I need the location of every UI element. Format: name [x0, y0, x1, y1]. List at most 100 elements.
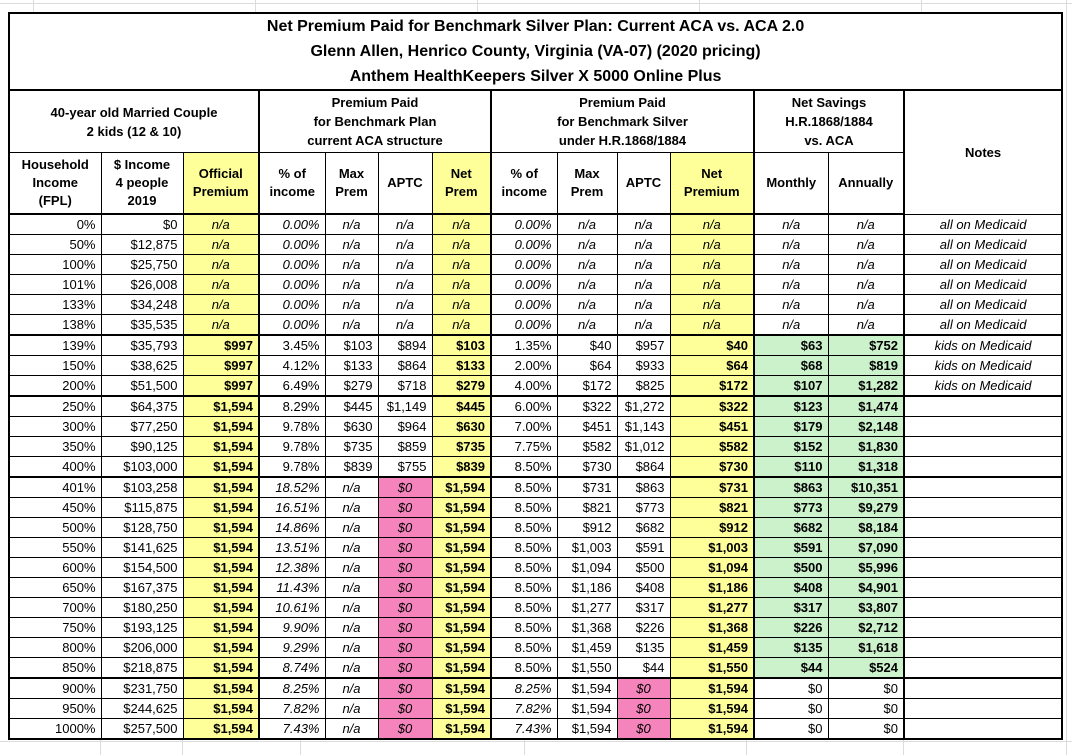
cell-hr-aptc: $0	[616, 718, 671, 740]
cell-savings-annually: $1,318	[827, 456, 905, 478]
cell-hr-pct-income: 1.35%	[490, 334, 558, 356]
cell-notes: all on Medicaid	[902, 213, 1063, 235]
cell-income: $90,125	[100, 436, 184, 457]
cell-income: $64,375	[100, 395, 184, 417]
cell-hr-net-premium: n/a	[669, 294, 755, 315]
cell-notes	[902, 637, 1063, 658]
cell-notes: kids on Medicaid	[902, 355, 1063, 376]
table-row: 138% $35,535 n/a 0.00% n/a n/a n/a 0.00% n/a n/a n…	[8, 314, 1063, 336]
cell-fpl: 50%	[8, 234, 102, 255]
cell-hr-aptc: $1,272	[616, 395, 671, 417]
cell-aca-aptc: $755	[377, 456, 433, 478]
cell-fpl: 500%	[8, 517, 102, 538]
cell-notes	[902, 537, 1063, 558]
cell-hr-pct-income: 8.50%	[490, 456, 558, 478]
cell-aca-pct-income: 11.43%	[258, 577, 326, 598]
cell-aca-net-prem: $1,594	[431, 557, 492, 578]
cell-aca-max-prem: n/a	[324, 557, 379, 578]
cell-aca-net-prem: $1,594	[431, 517, 492, 538]
cell-hr-pct-income: 7.43%	[490, 718, 558, 740]
cell-aca-net-prem: $1,594	[431, 476, 492, 498]
cell-hr-pct-income: 8.50%	[490, 517, 558, 538]
cell-savings-monthly: n/a	[753, 274, 829, 295]
cell-aca-net-prem: n/a	[431, 314, 492, 336]
cell-aca-pct-income: 14.86%	[258, 517, 326, 538]
cell-notes	[902, 395, 1063, 417]
cell-hr-max-prem: $1,003	[556, 537, 618, 558]
title-line-2: Glenn Allen, Henrico County, Virginia (V…	[310, 43, 761, 60]
cell-hr-max-prem: $1,368	[556, 617, 618, 638]
cell-official-premium: $1,594	[182, 677, 260, 699]
cell-official-premium: n/a	[182, 294, 260, 315]
cell-aca-net-prem: $133	[431, 355, 492, 376]
column-header-hr-pct-income: % of income	[490, 152, 558, 215]
cell-hr-net-premium: n/a	[669, 213, 755, 235]
cell-aca-max-prem: n/a	[324, 254, 379, 275]
column-header-official-premium: Official Premium	[182, 152, 260, 215]
cell-hr-max-prem: $1,550	[556, 657, 618, 679]
cell-savings-annually: $2,148	[827, 416, 905, 437]
title-line-1: Net Premium Paid for Benchmark Silver Pl…	[266, 18, 805, 35]
cell-income: $38,625	[100, 355, 184, 376]
cell-aca-pct-income: 16.51%	[258, 497, 326, 518]
cell-hr-net-premium: $1,459	[669, 637, 755, 658]
cell-savings-annually: $0	[827, 677, 905, 699]
premium-comparison-table: Net Premium Paid for Benchmark Silver Pl…	[8, 12, 1064, 740]
cell-hr-net-premium: $1,550	[669, 657, 755, 679]
cell-aca-pct-income: 9.78%	[258, 436, 326, 457]
cell-notes	[902, 497, 1063, 518]
cell-savings-monthly: n/a	[753, 213, 829, 235]
cell-hr-net-premium: $322	[669, 395, 755, 417]
cell-hr-pct-income: 6.00%	[490, 395, 558, 417]
table-row: 450% $115,875 $1,594 16.51% n/a $0 $1,594 8.50%…	[8, 497, 1063, 518]
column-header-aca-net-prem: Net Prem	[431, 152, 492, 215]
table-row: 139% $35,793 $997 3.45% $103 $894 $103 1.35% $40…	[8, 334, 1063, 356]
cell-hr-aptc: $591	[616, 537, 671, 558]
cell-savings-annually: n/a	[827, 314, 905, 336]
column-header-hr-aptc: APTC	[616, 152, 671, 215]
cell-savings-annually: n/a	[827, 213, 905, 235]
cell-hr-aptc: $1,143	[616, 416, 671, 437]
column-header-aca-pct-income: % of income	[258, 152, 326, 215]
cell-aca-aptc: $0	[377, 537, 433, 558]
cell-notes: all on Medicaid	[902, 274, 1063, 295]
cell-notes	[902, 577, 1063, 598]
cell-aca-aptc: $0	[377, 657, 433, 679]
cell-hr-pct-income: 0.00%	[490, 213, 558, 235]
cell-fpl: 133%	[8, 294, 102, 315]
cell-hr-aptc: $0	[616, 698, 671, 719]
cell-aca-max-prem: n/a	[324, 294, 379, 315]
cell-hr-aptc: $135	[616, 637, 671, 658]
cell-hr-pct-income: 8.50%	[490, 537, 558, 558]
group-header-household: 40-year old Married Couple 2 kids (12 & …	[8, 89, 260, 153]
cell-savings-annually: $3,807	[827, 597, 905, 618]
cell-aca-pct-income: 9.90%	[258, 617, 326, 638]
cell-notes	[902, 718, 1063, 740]
cell-aca-pct-income: 13.51%	[258, 537, 326, 558]
cell-aca-aptc: $859	[377, 436, 433, 457]
cell-aca-pct-income: 7.43%	[258, 718, 326, 740]
cell-fpl: 200%	[8, 375, 102, 397]
cell-fpl: 600%	[8, 557, 102, 578]
cell-hr-net-premium: $1,594	[669, 677, 755, 699]
cell-fpl: 350%	[8, 436, 102, 457]
cell-aca-max-prem: n/a	[324, 234, 379, 255]
cell-hr-net-premium: $1,368	[669, 617, 755, 638]
cell-income: $193,125	[100, 617, 184, 638]
cell-fpl: 250%	[8, 395, 102, 417]
sheet-gridline	[903, 737, 904, 755]
cell-savings-monthly: $0	[753, 677, 829, 699]
cell-official-premium: $1,594	[182, 436, 260, 457]
column-header-income: $ Income 4 people 2019	[100, 152, 184, 215]
cell-savings-annually: n/a	[827, 234, 905, 255]
cell-hr-pct-income: 7.82%	[490, 698, 558, 719]
cell-aca-max-prem: $133	[324, 355, 379, 376]
cell-aca-aptc: $0	[377, 476, 433, 498]
cell-official-premium: $1,594	[182, 395, 260, 417]
cell-aca-net-prem: $1,594	[431, 577, 492, 598]
cell-official-premium: $1,594	[182, 517, 260, 538]
cell-hr-aptc: n/a	[616, 294, 671, 315]
cell-savings-monthly: $408	[753, 577, 829, 598]
cell-hr-aptc: n/a	[616, 213, 671, 235]
cell-fpl: 300%	[8, 416, 102, 437]
